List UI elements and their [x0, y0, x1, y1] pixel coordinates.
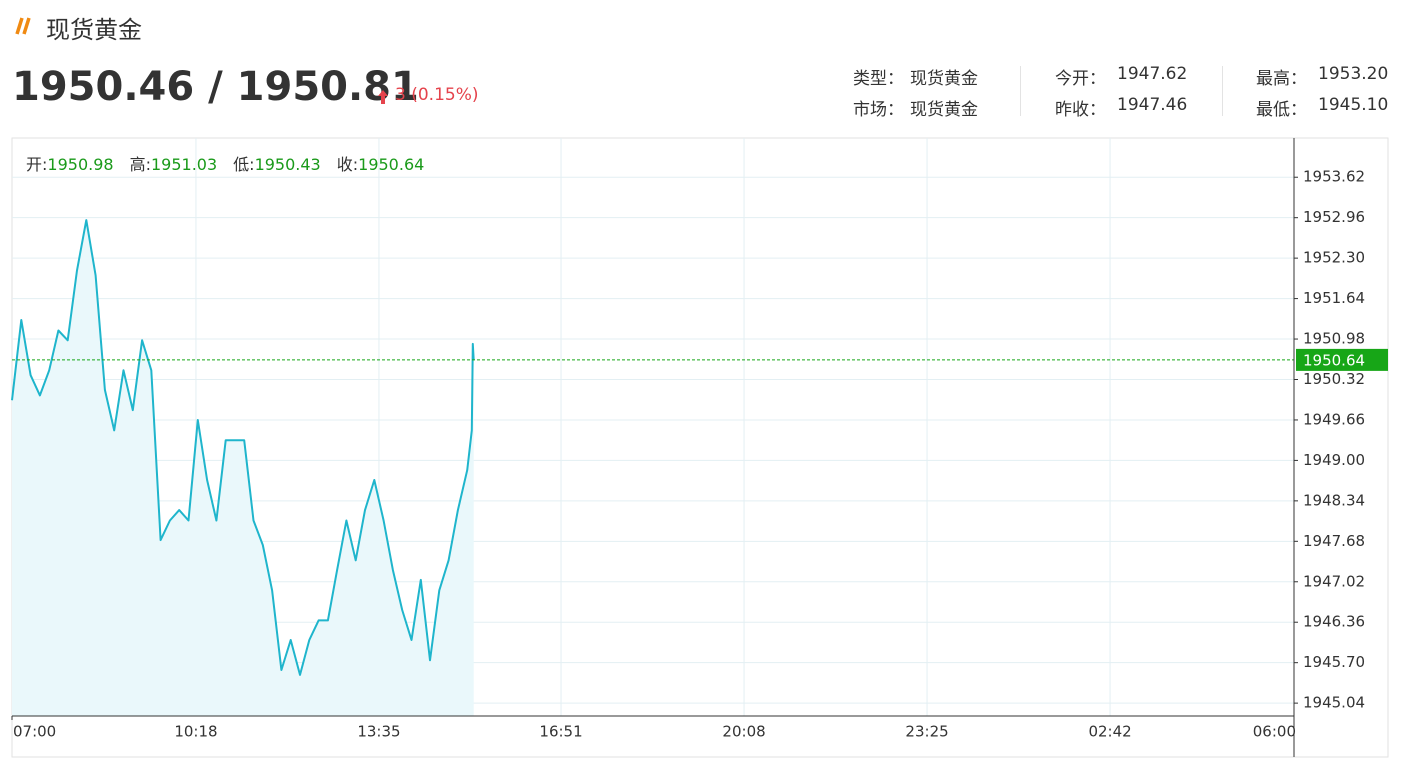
info-label: 类型： [853, 69, 904, 89]
last-price-label: 1950.64 [1303, 351, 1365, 369]
y-tick-label: 1953.62 [1303, 168, 1365, 186]
last-price-box [1296, 348, 1388, 371]
ohlc-label: 高: [129, 155, 151, 174]
info-value: 现货黄金 [910, 100, 978, 120]
y-tick-label: 1947.02 [1303, 572, 1365, 590]
x-tick-label: 23:25 [905, 723, 948, 741]
ohlc-value: 1950.64 [358, 155, 425, 174]
info-label: 市场： [853, 100, 904, 120]
y-tick-label: 1946.36 [1303, 613, 1365, 631]
x-tick-label: 13:35 [357, 723, 400, 741]
y-tick-label: 1945.04 [1303, 694, 1365, 712]
x-tick-label: 10:18 [174, 723, 217, 741]
y-tick-label: 1949.66 [1303, 410, 1365, 428]
info-label: 昨收： [1055, 100, 1106, 120]
ohlc-item: 收:1950.64 [337, 151, 425, 175]
up-arrow [378, 90, 388, 104]
ohlc-value: 1950.98 [47, 155, 114, 174]
info-value: 1947.62 [1117, 64, 1188, 84]
info-value: 1953.20 [1318, 64, 1389, 84]
y-tick-label: 1949.00 [1303, 451, 1365, 469]
x-tick-label: 16:51 [539, 723, 582, 741]
ohlc-label: 开: [26, 155, 48, 174]
info-label: 今开： [1055, 69, 1106, 89]
x-tick-label: 06:00 [1253, 723, 1296, 741]
line [11, 219, 475, 676]
y-tick-label: 1951.64 [1303, 289, 1365, 307]
ohlc-item: 高:1951.03 [130, 151, 218, 175]
info-label: 最低： [1256, 100, 1307, 120]
y-tick-label: 1952.96 [1303, 208, 1365, 226]
y-tick-label: 1950.98 [1303, 330, 1365, 348]
title: 现货黄金 [46, 16, 142, 44]
info-label: 最高： [1256, 69, 1307, 89]
info-value: 现货黄金 [910, 69, 978, 89]
logo-icon [15, 17, 31, 35]
y-tick-label: 1948.34 [1303, 491, 1365, 509]
x-tick-label: 07:00 [13, 723, 56, 741]
ohlc-label: 收: [336, 155, 359, 174]
x-tick-label: 02:42 [1088, 723, 1131, 741]
y-tick-label: 1952.30 [1303, 249, 1365, 267]
info-value: 1945.10 [1318, 95, 1389, 115]
x-tick-label: 20:08 [722, 723, 765, 741]
info-separator [1020, 66, 1021, 116]
ohlc-value: 1950.43 [254, 155, 321, 174]
y-tick-label: 1947.68 [1303, 532, 1365, 550]
ohlc-row: 开:1950.98 高:1951.03 低:1950.43 收:1950.64 [26, 151, 424, 175]
info-value: 1947.46 [1117, 95, 1188, 115]
ohlc-item: 低:1950.43 [233, 151, 321, 175]
ohlc-label: 低: [233, 155, 255, 174]
y-tick-label: 1950.32 [1303, 370, 1365, 388]
ohlc-item: 开:1950.98 [26, 151, 114, 175]
area [12, 220, 474, 716]
change: 3 (0.15%) [395, 85, 479, 105]
ohlc-value: 1951.03 [150, 155, 218, 174]
y-tick-label: 1945.70 [1303, 653, 1365, 671]
price: 1950.46 / 1950.81 [12, 64, 419, 110]
info-separator [1222, 66, 1223, 116]
